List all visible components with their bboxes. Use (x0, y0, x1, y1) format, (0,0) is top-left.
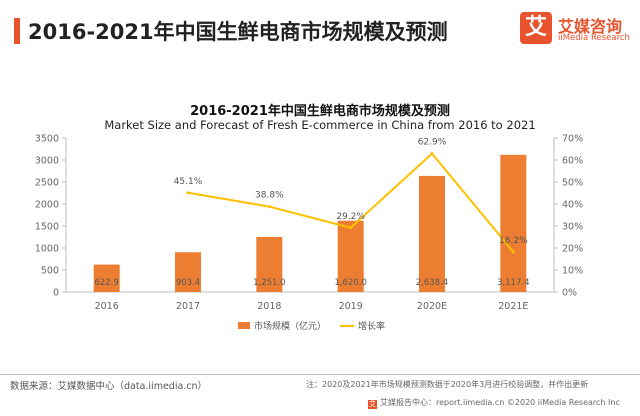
data-source: 数据来源：艾媒数据中心（data.iimedia.cn） (10, 381, 208, 392)
header-accent-bar (14, 18, 20, 44)
footer-divider (0, 374, 640, 375)
bar-data-label: 1,251.0 (253, 278, 285, 288)
growth-data-label: 29.2% (336, 212, 365, 222)
logo-name-en: iiMedia Research (558, 33, 630, 43)
growth-rate-point (349, 226, 353, 230)
bar-market-size (337, 220, 364, 292)
bar-market-size (500, 154, 527, 292)
y-right-tick-label: 40% (562, 200, 583, 211)
x-tick-label: 2017 (176, 301, 200, 312)
bar-data-label: 2,638.4 (416, 278, 448, 288)
y-left-tick-label: 2000 (35, 200, 59, 211)
x-tick-label: 2019 (339, 301, 363, 312)
y-right-tick-label: 50% (562, 178, 583, 189)
bar-data-label: 903.4 (176, 278, 200, 288)
y-right-tick-label: 0% (562, 288, 577, 299)
y-left-tick-label: 3000 (35, 156, 59, 167)
y-right-tick-label: 30% (562, 222, 583, 233)
report-logo-icon: 艾 (368, 400, 377, 409)
x-tick-label: 2020E (417, 301, 447, 312)
page-title: 2016-2021年中国生鲜电商市场规模及预测 (28, 20, 448, 44)
report-center-text: 艾媒报告中心：report.iimedia.cn ©2020 iiMedia R… (380, 398, 620, 407)
legend-label-growth-rate: 增长率 (358, 320, 385, 332)
y-right-tick-label: 70% (562, 134, 583, 145)
report-center: 艾艾媒报告中心：report.iimedia.cn ©2020 iiMedia … (368, 397, 620, 409)
growth-data-label: 18.2% (499, 236, 528, 246)
legend-label-market-size: 市场规模（亿元） (254, 320, 326, 332)
bar-market-size (256, 236, 283, 292)
chart-title: 2016-2021年中国生鲜电商市场规模及预测 (190, 104, 450, 119)
legend-swatch-market-size (238, 322, 250, 329)
chart-subtitle: Market Size and Forecast of Fresh E-comm… (104, 118, 536, 132)
y-left-tick-label: 1000 (35, 244, 59, 255)
growth-rate-point (267, 205, 271, 209)
x-tick-label: 2016 (95, 301, 119, 312)
iimedia-logo: 艾 艾媒咨询 iiMedia Research (520, 12, 632, 52)
logo-mark-icon: 艾 (520, 12, 552, 44)
y-left-tick-label: 1500 (35, 222, 59, 233)
y-left-tick-label: 2500 (35, 178, 59, 189)
forecast-note: 注：2020及2021年市场规模预测数据于2020年3月进行校验调整，并作出更新 (306, 380, 589, 389)
bar-market-size (93, 264, 120, 292)
growth-rate-point (511, 250, 515, 254)
x-tick-label: 2021E (498, 301, 528, 312)
bar-market-size (175, 252, 201, 292)
bar-data-label: 1,620.0 (334, 278, 366, 288)
bar-market-size (419, 175, 445, 292)
y-left-tick-label: 3500 (35, 134, 59, 145)
bar-data-label: 622.9 (94, 278, 118, 288)
y-right-tick-label: 20% (562, 244, 583, 255)
logo-name-cn: 艾媒咨询 (558, 17, 623, 36)
market-size-chart: 0 500 1000 1500 2000 2500 3000 3500 0% 10% 20% 30% 4… (35, 134, 583, 333)
y-left-tick-label: 500 (41, 266, 59, 277)
growth-data-label: 62.9% (418, 138, 447, 148)
growth-data-label: 38.8% (255, 191, 284, 201)
page-header: 2016-2021年中国生鲜电商市场规模及预测 艾 艾媒咨询 iiMedia R… (0, 0, 640, 62)
y-right-tick-label: 10% (562, 266, 583, 277)
growth-rate-point (186, 191, 190, 195)
growth-data-label: 45.1% (174, 177, 203, 187)
x-tick-label: 2018 (257, 301, 281, 312)
y-right-tick-label: 60% (562, 156, 583, 167)
growth-rate-point (430, 152, 434, 156)
y-left-tick-label: 0 (53, 288, 59, 299)
bar-data-label: 3,117.4 (497, 278, 529, 288)
